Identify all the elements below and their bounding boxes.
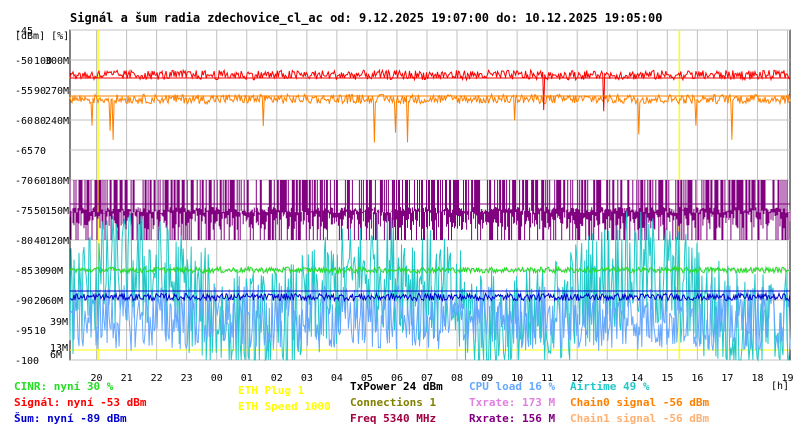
dbm-tick-label: -60: [15, 116, 33, 127]
x-tick-label: 16: [691, 373, 703, 384]
pct-tick-label: 60: [34, 176, 46, 187]
legend-entry: ETH Speed 1000: [238, 400, 331, 413]
x-unit-label: [h]: [771, 381, 789, 392]
rate-tick-label: 60M: [45, 296, 63, 307]
dbm-tick-label: -75: [15, 206, 33, 217]
legend-entry: Chain0 signal -56 dBm: [570, 396, 709, 409]
pct-tick-label: 40: [34, 236, 46, 247]
x-tick-label: 12: [571, 373, 583, 384]
x-tick-label: 22: [151, 373, 163, 384]
pct-tick-label: 50: [34, 206, 46, 217]
pct-tick-label: 10: [34, 326, 46, 337]
rate-tick-label: 300M: [45, 56, 69, 67]
series-airtime: [69, 211, 791, 362]
x-tick-label: 20: [91, 373, 103, 384]
x-tick-label: 10: [511, 373, 523, 384]
series-cinr: [69, 265, 791, 275]
series-signal: [69, 68, 791, 112]
rate-tick-label: 240M: [45, 116, 69, 127]
x-tick-label: 14: [631, 373, 643, 384]
dbm-tick-label: -70: [15, 176, 33, 187]
x-tick-label: 06: [391, 373, 403, 384]
pct-tick-label: 80: [34, 116, 46, 127]
pct-tick-label: 70: [34, 146, 46, 157]
x-tick-label: 11: [541, 373, 553, 384]
pct-tick-label: 30: [34, 266, 46, 277]
rate-small-tick: 39M: [50, 317, 68, 328]
legend-entry: Txrate: 173 M: [469, 396, 555, 409]
dbm-tick-label: -55: [15, 86, 33, 97]
dbm-tick-label: -45: [15, 26, 33, 37]
rate-tick-label: 120M: [45, 236, 69, 247]
dbm-tick-label: -85: [15, 266, 33, 277]
x-tick-label: 04: [331, 373, 343, 384]
pct-tick-label: 100: [34, 56, 52, 67]
x-tick-label: 18: [751, 373, 763, 384]
rate-small-tick: 13M: [50, 343, 68, 354]
dbm-tick-label: -95: [15, 326, 33, 337]
x-tick-label: 01: [241, 373, 253, 384]
x-tick-label: 02: [271, 373, 283, 384]
dbm-tick-label: -65: [15, 146, 33, 157]
x-tick-label: 21: [121, 373, 133, 384]
series-cpu-load: [69, 285, 791, 351]
dbm-tick-label: -50: [15, 56, 33, 67]
x-tick-label: 15: [661, 373, 673, 384]
dbm-tick-label: -80: [15, 236, 33, 247]
legend-entry: ETH Plug 1: [238, 384, 305, 397]
legend-entry: CPU load 16 %: [469, 380, 555, 393]
series-chain0: [69, 92, 791, 143]
x-tick-label: 13: [601, 373, 613, 384]
dbm-tick-label: -90: [15, 296, 33, 307]
rate-tick-label: 270M: [45, 86, 69, 97]
legend-entry: TxPower 24 dBm: [350, 380, 443, 393]
x-tick-label: 08: [451, 373, 463, 384]
legend-entry: Airtime 49 %: [570, 380, 650, 393]
x-tick-label: 17: [721, 373, 733, 384]
legend-entry: Freq 5340 MHz: [350, 412, 436, 425]
rate-tick-label: 90M: [45, 266, 63, 277]
x-tick-label: 09: [481, 373, 493, 384]
legend-entry: Rxrate: 156 M: [469, 412, 555, 425]
pct-tick-label: 20: [34, 296, 46, 307]
x-tick-label: 03: [301, 373, 313, 384]
rate-tick-label: 180M: [45, 176, 69, 187]
dbm-tick-label: -100: [15, 356, 39, 367]
legend-entry: Connections 1: [350, 396, 436, 409]
rate-small-tick: 6M: [50, 350, 62, 361]
series-noise: [69, 291, 791, 303]
x-tick-label: 05: [361, 373, 373, 384]
series-rxrate: [69, 180, 791, 240]
x-tick-label: 00: [211, 373, 223, 384]
unit-header: [dBm] [%]: [15, 31, 69, 42]
chart-title: Signál a šum radia zdechovice_cl_ac od: …: [70, 11, 662, 26]
legend-entry: Chain1 signal -56 dBm: [570, 412, 709, 425]
x-tick-label: 23: [181, 373, 193, 384]
legend-entry: CINR: nyní 30 %: [14, 380, 114, 393]
x-tick-label: 07: [421, 373, 433, 384]
legend-entry: Signál: nyní -53 dBm: [14, 396, 147, 409]
rate-tick-label: 150M: [45, 206, 69, 217]
x-tick-label: 19: [781, 373, 793, 384]
pct-tick-label: 90: [34, 86, 46, 97]
legend-entry: Šum: nyní -89 dBm: [14, 412, 127, 425]
